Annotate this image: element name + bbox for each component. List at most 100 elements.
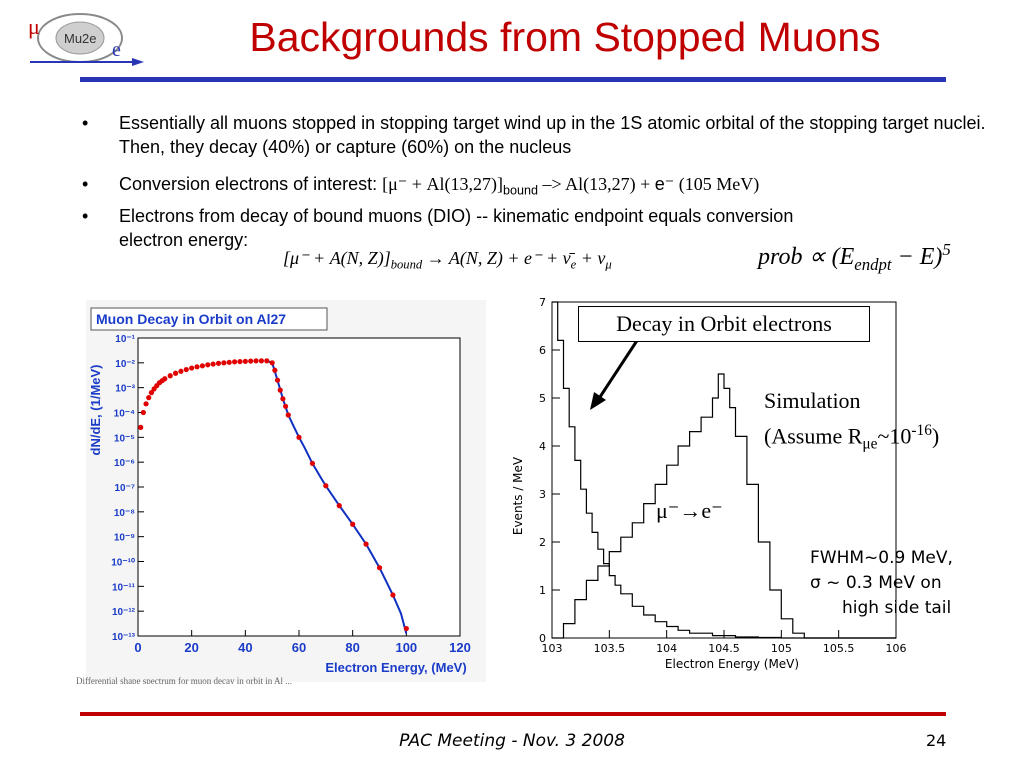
bullet-marker: • xyxy=(82,113,89,133)
dio-data-point xyxy=(221,360,227,366)
dio-data-point xyxy=(189,365,195,371)
dio-data-point xyxy=(146,395,152,401)
dio-data-point xyxy=(280,396,286,402)
dio-data-point xyxy=(363,541,369,547)
dio-histogram xyxy=(552,301,896,639)
plot-area xyxy=(137,337,461,637)
dio-data-point xyxy=(309,460,316,467)
bullet-2: • Conversion electrons of interest: [μ⁻ … xyxy=(82,172,982,198)
conversion-simulation-svg: 0 1 2 3 4 5 6 7 103 103.5 104 104.5 105 105.5 106 Ele… xyxy=(511,296,907,671)
x-tick-label: 105 xyxy=(771,642,792,655)
dio-spectrum-chart: Muon Decay in Orbit on Al27 10⁻¹ 10⁻² 10⁻³… xyxy=(86,300,486,682)
bullet-1-text: Essentially all muons stopped in stoppin… xyxy=(119,113,986,157)
x-tick-label: 104.5 xyxy=(708,642,740,655)
dio-data-point xyxy=(258,358,265,364)
y-tick-label: 10⁻³ xyxy=(115,384,135,395)
bullet-2-text: Conversion electrons of interest: [μ⁻ + … xyxy=(119,172,989,203)
bullet-3: • Electrons from decay of bound muons (D… xyxy=(82,204,982,254)
dio-data-point xyxy=(277,387,283,393)
bullet-marker: • xyxy=(82,174,89,194)
y-tick-label: 10⁻¹⁰ xyxy=(111,558,135,569)
dio-data-point xyxy=(323,483,329,489)
x-tick-label: 80 xyxy=(345,640,359,655)
page-number: 24 xyxy=(926,731,947,750)
reaction-arrow: –> Al(13,27) + xyxy=(537,174,655,194)
dio-data-point xyxy=(215,360,222,366)
dio-data-point xyxy=(296,434,302,440)
y-tick-label: 10⁻¹³ xyxy=(112,632,136,643)
dio-data-point xyxy=(272,367,278,373)
dio-data-point xyxy=(242,358,248,364)
dio-data-point xyxy=(138,424,144,430)
y-tick-label: 6 xyxy=(539,344,546,357)
x-axis-label: Electron Energy, (MeV) xyxy=(325,660,466,675)
dio-data-point xyxy=(226,359,232,365)
arrow-head xyxy=(590,392,606,410)
y-tick-label: 10⁻² xyxy=(115,359,135,370)
signal-histogram xyxy=(552,373,896,639)
chart-title: Muon Decay in Orbit on Al27 xyxy=(96,311,286,327)
y-tick-label: 10⁻¹ xyxy=(115,334,135,345)
slide-title: Backgrounds from Stopped Muons xyxy=(249,14,881,60)
dio-data-point xyxy=(172,370,179,376)
conversion-energy: (105 MeV) xyxy=(674,174,760,194)
dio-data-point xyxy=(282,403,289,409)
y-tick-label: 1 xyxy=(539,584,546,597)
y-axis-label: dN/dE, (1/MeV) xyxy=(88,364,103,455)
probability-equation: prob ∝ (Eendpt − E)5 xyxy=(758,240,951,274)
svg-text:μ: μ xyxy=(28,14,40,39)
x-tick-label: 104 xyxy=(656,642,677,655)
dio-data-point xyxy=(274,377,281,383)
y-tick-label: 10⁻⁸ xyxy=(114,508,135,519)
x-tick-label: 103 xyxy=(542,642,563,655)
bullet-2-prefix: Conversion electrons of interest: xyxy=(119,174,378,194)
x-tick-label: 120 xyxy=(449,640,471,655)
dio-data-point xyxy=(210,361,216,367)
dio-data-point xyxy=(148,390,155,396)
dio-data-point xyxy=(178,368,184,374)
dio-data-point xyxy=(269,360,275,366)
electron-symbol: e⁻ xyxy=(654,174,675,194)
x-tick-label: 60 xyxy=(292,640,306,655)
dio-data-point xyxy=(336,503,342,509)
reaction-lhs: [μ⁻ + Al(13,27)] xyxy=(382,174,503,194)
y-tick-label: 10⁻⁵ xyxy=(114,433,135,444)
bullet-marker: • xyxy=(82,206,89,226)
x-tick-label: 103.5 xyxy=(594,642,626,655)
y-tick-label: 4 xyxy=(539,440,546,453)
svg-text:e: e xyxy=(112,39,121,61)
dio-data-point xyxy=(248,358,254,364)
dio-data-point xyxy=(403,625,409,632)
y-tick-label: 10⁻¹¹ xyxy=(112,582,136,593)
dio-data-point xyxy=(285,412,291,418)
dio-data-point xyxy=(143,401,149,407)
footer-divider xyxy=(80,712,946,716)
mu-to-e-label: μ⁻→e⁻ xyxy=(656,498,723,523)
y-tick-label: 10⁻⁷ xyxy=(114,483,135,494)
bullet-1: • Essentially all muons stopped in stopp… xyxy=(82,111,986,161)
conversion-simulation-chart: 0 1 2 3 4 5 6 7 103 103.5 104 104.5 105 105.5 106 Ele… xyxy=(511,296,912,682)
dio-data-point xyxy=(183,366,189,373)
dio-data-point xyxy=(237,358,243,365)
y-tick-label: 0 xyxy=(539,632,546,645)
dio-data-point xyxy=(199,363,205,369)
dio-reaction-equation: [μ⁻ + A(N, Z)]bound → A(N, Z) + e⁻ + ν̄e… xyxy=(283,248,612,272)
mu2e-logo: μ Mu2e e xyxy=(22,8,152,70)
footer-meeting-label: PAC Meeting - Nov. 3 2008 xyxy=(399,731,625,751)
dio-data-point xyxy=(162,376,168,382)
dio-electrons-label: Decay in Orbit electrons xyxy=(578,306,870,342)
dio-data-point xyxy=(232,359,238,365)
bullet-3-text: Electrons from decay of bound muons (DIO… xyxy=(119,204,989,252)
dio-pointer-arrow xyxy=(596,335,642,401)
dio-spectrum-svg: Muon Decay in Orbit on Al27 10⁻¹ 10⁻² 10⁻³… xyxy=(86,300,486,682)
y-tick-label: 10⁻¹² xyxy=(112,607,136,618)
dio-data-point xyxy=(194,364,200,370)
dio-data-point xyxy=(390,592,396,598)
bullet-3-line1: Electrons from decay of bound muons (DIO… xyxy=(119,206,794,226)
dio-data-point xyxy=(167,373,173,379)
x-tick-label: 105.5 xyxy=(823,642,855,655)
x-tick-label: 20 xyxy=(184,640,198,655)
dio-data-point xyxy=(264,358,270,364)
dio-fit-curve xyxy=(266,359,408,634)
chart-title-box xyxy=(90,307,328,331)
